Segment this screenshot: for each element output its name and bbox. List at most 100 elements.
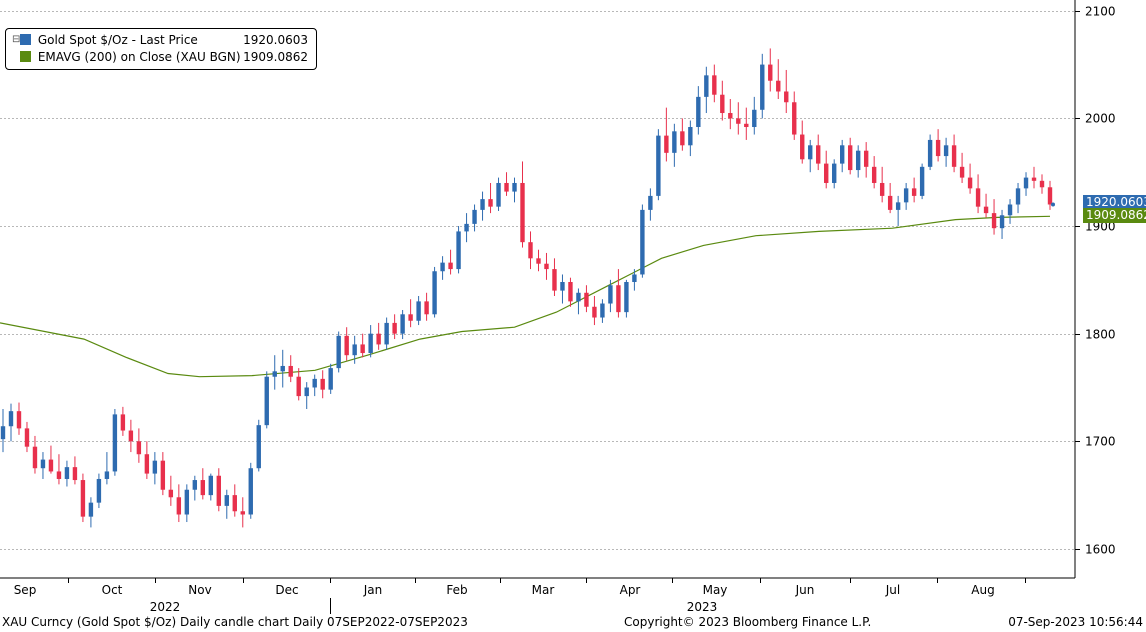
candle-body bbox=[352, 344, 357, 356]
candle-body bbox=[592, 306, 597, 318]
y-tick-label: 1800 bbox=[1085, 328, 1116, 342]
x-tick-label: Oct bbox=[102, 583, 123, 597]
candle-body bbox=[648, 195, 653, 210]
candle-body bbox=[752, 109, 757, 128]
candle-body bbox=[792, 102, 797, 135]
candle-body bbox=[480, 199, 485, 210]
candle-body bbox=[232, 495, 237, 512]
candle-body bbox=[200, 480, 206, 496]
candle-body bbox=[48, 459, 54, 472]
candle-body bbox=[983, 206, 989, 214]
candle-body bbox=[0, 426, 6, 440]
candle-body bbox=[800, 134, 805, 160]
candle-body bbox=[296, 376, 301, 397]
candle-body bbox=[999, 215, 1005, 229]
year-label: 2022 bbox=[150, 600, 181, 614]
collapse-tree-icon[interactable]: ⊟ bbox=[12, 34, 21, 45]
candle-body bbox=[104, 471, 110, 479]
candle-body bbox=[568, 282, 573, 302]
year-label: 2023 bbox=[687, 600, 718, 614]
candle-body bbox=[760, 64, 765, 110]
x-tick-label: May bbox=[703, 583, 728, 597]
candle-body bbox=[400, 314, 405, 334]
candle-body bbox=[560, 282, 565, 291]
candle-body bbox=[720, 94, 725, 114]
candle-body bbox=[528, 242, 533, 259]
candle-body bbox=[656, 135, 661, 196]
candle-body bbox=[776, 80, 781, 92]
candle-body bbox=[744, 123, 749, 128]
candle-body bbox=[416, 301, 421, 321]
y-tick-label: 1700 bbox=[1085, 435, 1116, 449]
candle-body bbox=[584, 292, 589, 307]
candle-body bbox=[895, 202, 901, 210]
legend-label-price: Gold Spot $/Oz - Last Price bbox=[37, 33, 198, 47]
candle-body bbox=[816, 145, 821, 164]
candle-body bbox=[887, 195, 893, 210]
candle-body bbox=[959, 166, 965, 178]
candle-body bbox=[360, 344, 365, 354]
timestamp: 07-Sep-2023 10:56:44 bbox=[1008, 615, 1143, 629]
candle-body bbox=[424, 301, 429, 315]
candle-body bbox=[911, 188, 917, 196]
x-tick-label: Nov bbox=[188, 583, 211, 597]
candle-body bbox=[488, 199, 493, 207]
candle-body bbox=[824, 163, 829, 183]
candle-body bbox=[320, 378, 325, 390]
x-tick-label: Feb bbox=[446, 583, 467, 597]
candle-body bbox=[608, 285, 613, 304]
x-tick-label: Mar bbox=[532, 583, 555, 597]
candle-body bbox=[632, 274, 637, 283]
x-tick-label: Aug bbox=[971, 583, 994, 597]
candle-body bbox=[991, 213, 997, 229]
legend-swatch-price bbox=[20, 34, 31, 45]
candle-body bbox=[927, 139, 933, 167]
ema-last-label: 1909.0862 bbox=[1083, 208, 1146, 223]
candle-body bbox=[536, 258, 541, 264]
candle-body bbox=[456, 231, 461, 270]
candle-body bbox=[216, 475, 221, 506]
candle-body bbox=[288, 365, 293, 377]
legend-row-ema: EMAVG (200) on Close (XAU BGN) 1909.0862 bbox=[12, 49, 312, 66]
candle-body bbox=[256, 425, 261, 469]
candle-body bbox=[967, 177, 973, 189]
candle-body bbox=[664, 135, 669, 153]
candle-body bbox=[808, 145, 813, 160]
ema-series bbox=[0, 215, 1051, 378]
candle-body bbox=[440, 262, 445, 272]
candle-body bbox=[1031, 177, 1037, 181]
candle-body bbox=[696, 96, 701, 128]
candle-body bbox=[272, 371, 277, 377]
x-tick-label: Jan bbox=[363, 583, 383, 597]
candle-body bbox=[464, 223, 469, 232]
candle-body bbox=[688, 127, 693, 146]
candle-body bbox=[879, 182, 885, 196]
candle-body bbox=[88, 502, 94, 517]
candle-body bbox=[8, 411, 14, 427]
candle-body bbox=[72, 467, 78, 481]
candle-body bbox=[112, 414, 118, 472]
candle-body bbox=[1039, 180, 1045, 188]
candle-body bbox=[847, 145, 853, 171]
legend-swatch-ema bbox=[20, 51, 31, 62]
candle-body bbox=[336, 335, 341, 369]
ema-line bbox=[0, 215, 1051, 378]
candle-body bbox=[208, 475, 213, 496]
candle-body bbox=[640, 209, 645, 275]
candle-body bbox=[544, 263, 549, 270]
candle-body bbox=[32, 446, 38, 469]
legend-label-ema: EMAVG (200) on Close (XAU BGN) bbox=[37, 50, 241, 64]
y-tick-label: 1600 bbox=[1085, 543, 1116, 557]
candle-body bbox=[192, 480, 198, 490]
candle-body bbox=[472, 209, 477, 224]
y-tick-label: 2100 bbox=[1085, 5, 1116, 19]
candle-body bbox=[975, 188, 981, 207]
x-tick-label: Sep bbox=[14, 583, 37, 597]
legend-value-ema: 1909.0862 bbox=[243, 50, 308, 64]
copyright-text: Copyright© 2023 Bloomberg Finance L.P. bbox=[624, 615, 872, 629]
candle-body bbox=[736, 118, 741, 124]
candle-body bbox=[951, 145, 957, 167]
candle-body bbox=[600, 303, 605, 318]
candle-body bbox=[504, 182, 509, 192]
